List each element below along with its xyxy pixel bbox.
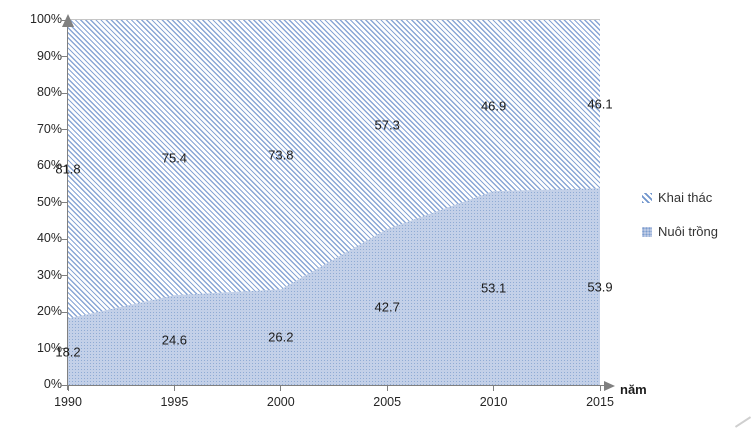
y-tick-label: 70% [36, 121, 62, 136]
data-label-khai-thac: 46.9 [480, 98, 507, 114]
dotted-swatch-icon [642, 226, 652, 237]
y-tick-label: 60% [36, 158, 62, 172]
y-tick-label: 50% [36, 194, 62, 209]
y-tick-label: 0% [43, 377, 62, 391]
data-label-nuoi-trong: 42.7 [374, 299, 400, 315]
x-tick-label: 2000 [266, 395, 295, 409]
x-tick-label: 2010 [479, 395, 508, 409]
y-tick-label: 10% [36, 340, 62, 355]
legend-label-nuoi-trong: Nuôi trồng [658, 224, 718, 239]
data-label-khai-thac: 81.8 [55, 161, 81, 177]
y-tick-label: 90% [36, 48, 62, 63]
y-tick-mark [61, 92, 67, 94]
x-axis-arrow-icon [604, 380, 615, 391]
legend-item-nuoi-trong: Nuôi trồng [642, 224, 718, 239]
y-tick-mark [61, 275, 67, 276]
y-tick-mark [61, 311, 67, 313]
x-tick-mark [173, 386, 175, 391]
x-tick-mark [493, 386, 495, 391]
gridline-100-percent [68, 19, 600, 20]
y-tick-label: 100% [30, 12, 62, 26]
y-tick-mark [61, 56, 67, 57]
data-label-nuoi-trong: 53.9 [587, 279, 613, 295]
y-tick-mark [61, 348, 67, 349]
y-tick-label: 30% [36, 267, 62, 282]
nuoi-trong-area [68, 188, 600, 385]
data-label-khai-thac: 73.8 [268, 147, 294, 163]
x-tick-mark [67, 386, 69, 391]
y-axis-arrow-icon [62, 14, 74, 27]
x-tick-mark [599, 386, 601, 391]
legend-item-khai-thac: Khai thác [642, 190, 718, 205]
data-label-khai-thac: 75.4 [161, 150, 188, 166]
khai-thac-area [68, 20, 600, 385]
x-axis-line [68, 385, 608, 386]
data-label-nuoi-trong: 26.2 [268, 329, 294, 345]
y-tick-mark [61, 238, 67, 240]
x-tick-label: 1990 [54, 395, 82, 409]
x-tick-label: 2015 [586, 395, 614, 409]
x-tick-label: 2005 [373, 395, 402, 409]
y-axis-line [67, 20, 68, 390]
y-tick-label: 40% [36, 231, 62, 245]
data-label-nuoi-trong: 53.1 [480, 280, 507, 296]
y-tick-label: 20% [36, 304, 62, 318]
diagonal-hatch-swatch-icon [642, 192, 652, 203]
x-tick-mark [386, 386, 388, 391]
y-tick-mark [61, 129, 67, 130]
legend: Khai thác Nuôi trồng [642, 190, 718, 239]
data-label-khai-thac: 57.3 [374, 117, 400, 133]
x-tick-mark [280, 386, 282, 391]
y-tick-label: 80% [36, 85, 62, 99]
data-label-khai-thac: 46.1 [587, 96, 613, 112]
y-tick-mark [61, 19, 67, 21]
data-label-nuoi-trong: 24.6 [161, 332, 188, 348]
y-tick-mark [61, 165, 67, 167]
data-label-nuoi-trong: 18.2 [55, 344, 81, 360]
y-tick-mark [61, 384, 67, 386]
x-tick-label: 1995 [160, 395, 189, 409]
y-tick-mark [61, 202, 67, 203]
corner-artifact [734, 416, 751, 428]
legend-label-khai-thac: Khai thác [658, 190, 713, 205]
x-axis-title: năm [620, 382, 647, 397]
